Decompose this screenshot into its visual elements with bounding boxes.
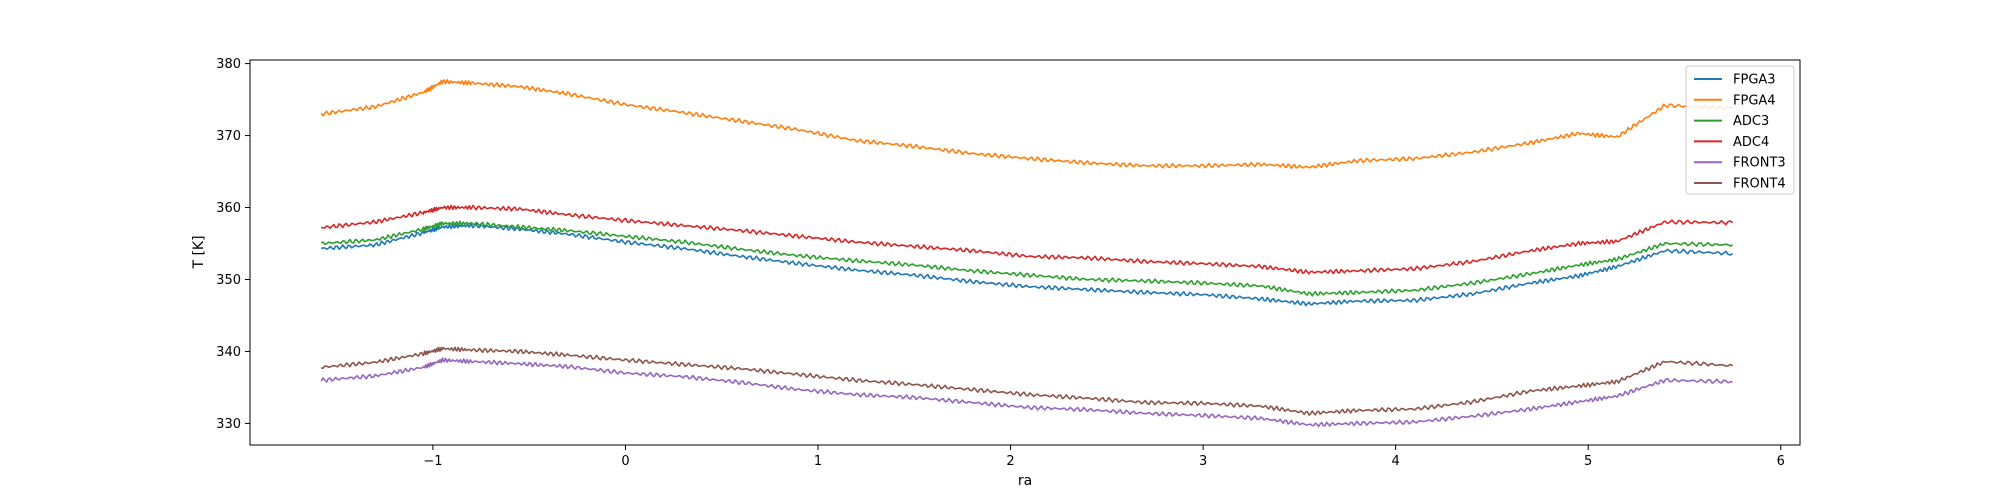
plot-lines [320, 79, 1734, 428]
x-axis-label: ra [1018, 473, 1032, 489]
series-line-adc4 [320, 204, 1734, 275]
y-tick-label: 340 [216, 345, 241, 360]
plot-frame [249, 59, 1801, 446]
series-line-fpga3 [320, 223, 1734, 307]
y-tick-label: 330 [216, 417, 241, 432]
x-tick-label: 5 [1584, 454, 1592, 469]
y-axis-label: T [K] [191, 235, 207, 269]
y-tick-label: 380 [216, 57, 241, 72]
x-tick-label: 6 [1777, 454, 1785, 469]
legend-label-fpga4: FPGA4 [1733, 93, 1776, 108]
x-tick-label: 4 [1392, 454, 1400, 469]
legend-label-front4: FRONT4 [1733, 177, 1786, 192]
x-tick-label: 2 [1006, 454, 1014, 469]
x-axis-ticks: −1 0 1 2 3 4 5 6 [423, 445, 1785, 469]
series-line-front3 [320, 357, 1733, 428]
series-line-adc3 [320, 220, 1733, 297]
y-tick-label: 370 [216, 129, 241, 144]
legend-label-adc3: ADC3 [1733, 114, 1769, 129]
legend-label-adc4: ADC4 [1733, 135, 1769, 150]
legend: FPGA3 FPGA4 ADC3 ADC4 FRONT3 FRONT4 [1685, 65, 1795, 195]
y-axis-ticks: 330 340 350 360 370 380 [216, 57, 250, 432]
x-tick-label: 1 [814, 454, 822, 469]
y-tick-label: 360 [216, 201, 241, 216]
series-line-front4 [320, 346, 1734, 416]
series-line-fpga4 [320, 79, 1733, 170]
x-tick-label: 3 [1199, 454, 1207, 469]
y-tick-label: 350 [216, 273, 241, 288]
legend-label-front3: FRONT3 [1733, 156, 1786, 171]
x-tick-label: −1 [423, 454, 442, 469]
x-tick-label: 0 [621, 454, 629, 469]
legend-label-fpga3: FPGA3 [1733, 73, 1776, 88]
